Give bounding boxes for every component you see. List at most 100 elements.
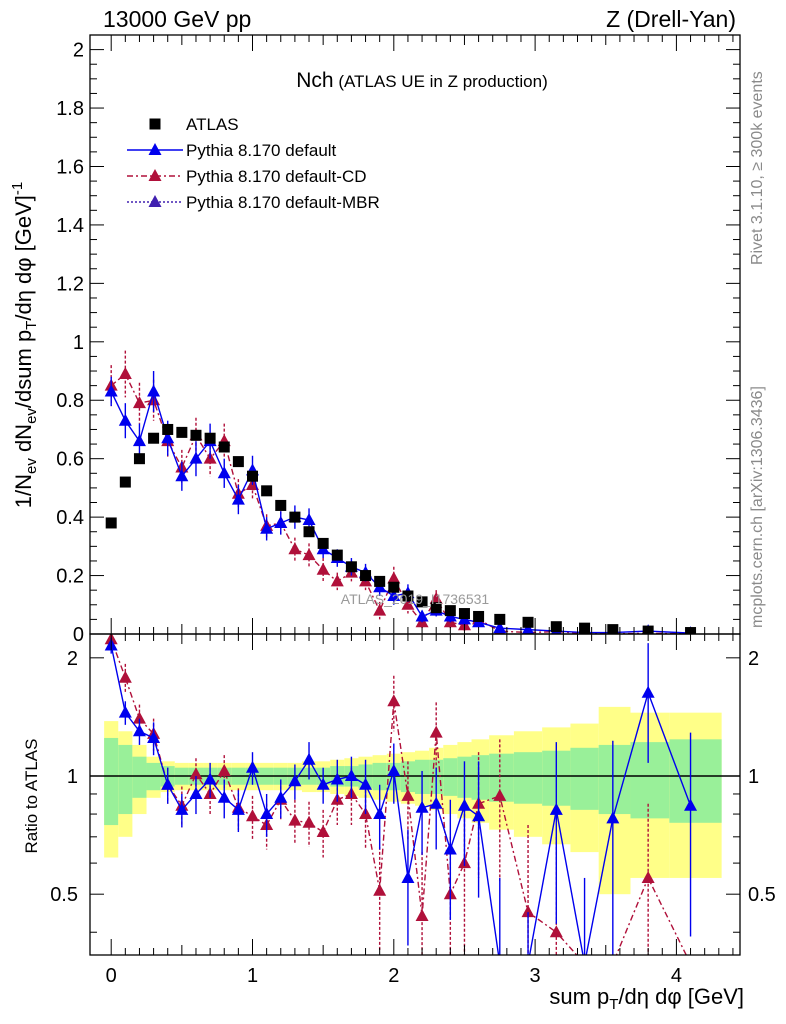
main-ytick-label: 1.8 xyxy=(56,98,84,120)
ratio-point-default xyxy=(472,809,486,822)
ratio-point-default xyxy=(443,842,457,855)
point-atlas xyxy=(119,476,131,488)
point-atlas xyxy=(289,511,301,523)
point-default xyxy=(493,621,507,634)
ratio-ytick-label: 2 xyxy=(67,648,78,670)
ratio-point-default xyxy=(330,772,344,785)
point-atlas xyxy=(331,549,343,561)
header-right: Z (Drell-Yan) xyxy=(606,6,736,32)
plot-title-sub: (ATLAS UE in Z production) xyxy=(334,72,548,91)
ratio-point-cd xyxy=(189,767,203,780)
ratio-ytick-label-right: 2 xyxy=(748,648,759,670)
point-atlas xyxy=(444,605,456,617)
point-atlas xyxy=(303,526,315,538)
point-cd xyxy=(373,603,387,616)
point-atlas xyxy=(473,610,485,622)
ratio-point-default xyxy=(288,774,302,787)
point-atlas xyxy=(402,590,414,602)
point-default xyxy=(387,589,401,602)
ratio-point-cd xyxy=(521,905,535,918)
ratio-point-cd xyxy=(246,809,259,822)
ratio-point-cd xyxy=(373,883,387,896)
band-green xyxy=(118,744,133,815)
point-atlas xyxy=(204,432,216,444)
y-axis-label: 1/Nev dNev/dsum pT/dη dφ [GeV]-1 xyxy=(9,182,40,509)
point-atlas xyxy=(607,624,619,634)
band-green xyxy=(570,747,599,810)
legend-label: Pythia 8.170 default-MBR xyxy=(186,193,380,212)
point-atlas xyxy=(148,432,160,444)
legend-item: Pythia 8.170 default xyxy=(127,141,337,160)
ratio-ytick-label-right: 1 xyxy=(748,766,759,788)
ratio-point-default xyxy=(147,730,161,743)
legend-label: Pythia 8.170 default xyxy=(186,141,337,160)
ratio-axis-label: Ratio to ATLAS xyxy=(22,739,41,854)
point-atlas xyxy=(133,453,145,465)
ratio-point-default xyxy=(387,763,401,776)
ratio-frame xyxy=(89,633,741,956)
ratio-point-default xyxy=(641,685,655,698)
legend-item: ATLAS xyxy=(149,115,239,134)
series-line-default xyxy=(110,388,691,634)
point-cd xyxy=(429,591,443,604)
ratio-point-default xyxy=(401,870,415,883)
rivet-version-label: Rivet 3.1.10, ≥ 300k events xyxy=(749,71,766,265)
legend-marker xyxy=(148,169,162,181)
band-green xyxy=(630,742,670,819)
ratio-point-default xyxy=(359,777,373,790)
point-atlas xyxy=(105,517,117,529)
point-cd xyxy=(132,396,146,409)
ratio-point-default xyxy=(189,786,203,799)
main-ytick-label: 1.2 xyxy=(56,273,84,295)
point-default xyxy=(161,431,175,444)
ratio-point-default xyxy=(246,760,259,773)
point-default xyxy=(521,622,535,634)
mcplots-label: mcplots.cern.ch [arXiv:1306.3436] xyxy=(749,386,766,628)
legend-label: ATLAS xyxy=(186,115,239,134)
ratio-point-default xyxy=(132,724,146,737)
series-line-cd xyxy=(110,372,691,634)
plot-title: Nch (ATLAS UE in Z production) xyxy=(296,69,548,92)
point-atlas xyxy=(458,608,470,620)
ratio-point-default xyxy=(373,807,387,820)
point-atlas xyxy=(430,602,442,614)
ratio-point-cd xyxy=(217,763,231,776)
main-ytick-label: 1 xyxy=(73,332,84,354)
main-ytick-label: 2 xyxy=(73,40,84,62)
ratio-point-default xyxy=(457,798,471,811)
point-default xyxy=(415,609,429,622)
ratio-point-default xyxy=(231,802,245,815)
ratio-point-cd xyxy=(118,670,132,683)
point-cd xyxy=(330,574,344,587)
point-atlas xyxy=(374,575,386,587)
point-cd xyxy=(302,548,316,561)
watermark: ATLAS_2019_I1736531 xyxy=(341,591,490,607)
ratio-point-default xyxy=(203,772,217,785)
main-ytick-label: 1.4 xyxy=(56,215,84,237)
ratio-point-default xyxy=(260,807,274,820)
band-green xyxy=(443,758,458,796)
point-default xyxy=(175,469,189,482)
ratio-point-default xyxy=(684,798,698,811)
ratio-point-default xyxy=(161,777,175,790)
point-cd xyxy=(387,571,401,584)
xtick-label: 0 xyxy=(106,965,117,987)
main-ytick-label: 0.4 xyxy=(56,507,84,529)
main-ytick-label: 0 xyxy=(73,624,84,646)
band-green xyxy=(104,737,119,826)
x-axis-label: sum pT/dη dφ [GeV] xyxy=(549,984,744,1013)
ratio-point-cd xyxy=(132,711,146,724)
ratio-point-cd xyxy=(387,694,401,707)
point-atlas xyxy=(275,499,287,511)
xtick-label: 2 xyxy=(388,965,399,987)
point-default xyxy=(118,413,132,426)
point-default xyxy=(231,492,245,505)
point-atlas xyxy=(218,441,230,453)
point-atlas xyxy=(232,456,244,468)
ratio-line-cd xyxy=(110,639,688,955)
ratio-point-default xyxy=(415,800,429,813)
point-atlas xyxy=(345,561,357,573)
ratio-point-default xyxy=(316,777,330,790)
ratio-point-default xyxy=(175,802,189,815)
